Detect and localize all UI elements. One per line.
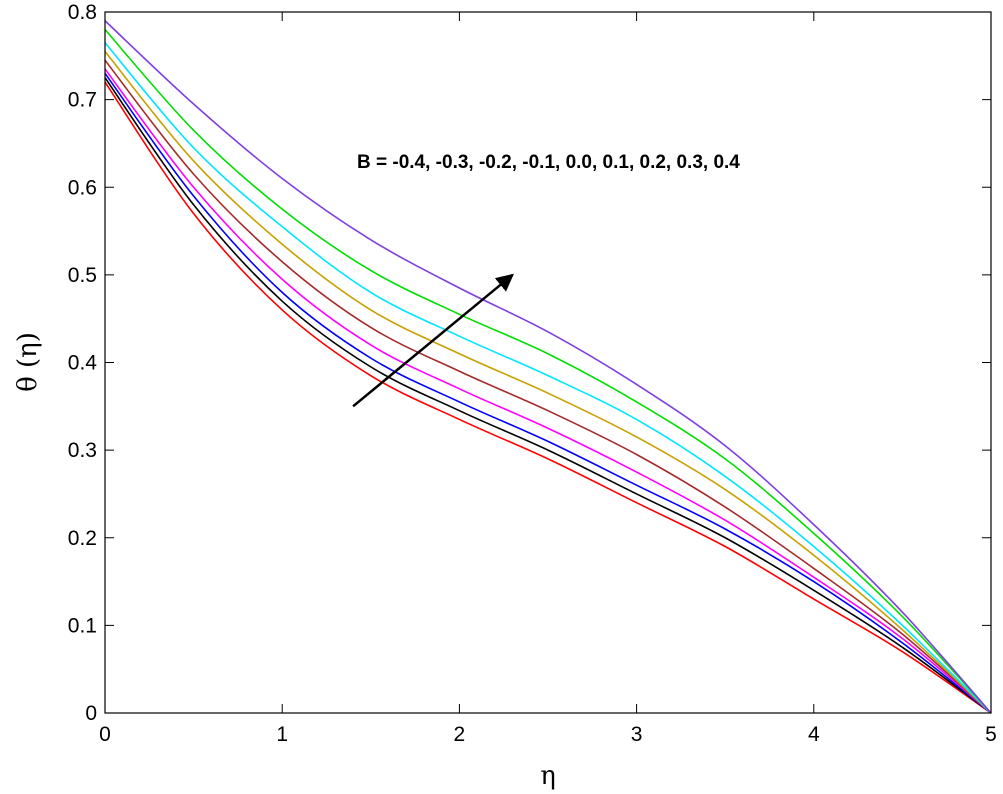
x-axis-label: η: [540, 761, 556, 791]
annotation-arrow: [352, 273, 514, 408]
axes-layer: 0 1 2 3 4 5 0 0.1 0.2 0.3 0.4 0.5 0.6 0.7 0.8: [68, 1, 997, 746]
x-tick-label-5: 5: [985, 723, 997, 746]
x-tick-label-0: 0: [99, 723, 111, 746]
series-line-0: [104, 81, 992, 714]
y-tick-label-1: 0.1: [68, 614, 97, 637]
series-line-6: [104, 42, 992, 714]
x-tick-label-3: 3: [631, 723, 643, 746]
x-tick-label-1: 1: [276, 723, 288, 746]
annotation-layer: B = -0.4, -0.3, -0.2, -0.1, 0.0, 0.1, 0.…: [352, 152, 740, 408]
series-line-4: [104, 59, 992, 714]
y-tick-label-6: 0.6: [68, 176, 97, 199]
plot-area: [105, 12, 991, 713]
series-line-7: [104, 28, 992, 714]
series-line-1: [104, 77, 992, 714]
series-layer: [104, 20, 992, 714]
series-line-8: [104, 20, 992, 714]
y-tick-label-5: 0.5: [68, 264, 97, 287]
y-tick-label-4: 0.4: [68, 352, 98, 375]
y-tick-label-8: 0.8: [68, 1, 97, 24]
x-tick-label-2: 2: [454, 723, 466, 746]
x-tick-label-4: 4: [808, 723, 820, 746]
annotation-text: B = -0.4, -0.3, -0.2, -0.1, 0.0, 0.1, 0.…: [357, 152, 740, 173]
y-tick-label-2: 0.2: [68, 527, 97, 550]
y-axis-label: θ (η): [13, 332, 43, 392]
series-line-2: [104, 72, 992, 714]
series-line-5: [104, 50, 992, 714]
y-tick-label-0: 0: [85, 702, 97, 725]
y-tick-label-3: 0.3: [68, 439, 97, 462]
y-tick-label-7: 0.7: [68, 89, 97, 112]
series-line-3: [104, 68, 992, 714]
